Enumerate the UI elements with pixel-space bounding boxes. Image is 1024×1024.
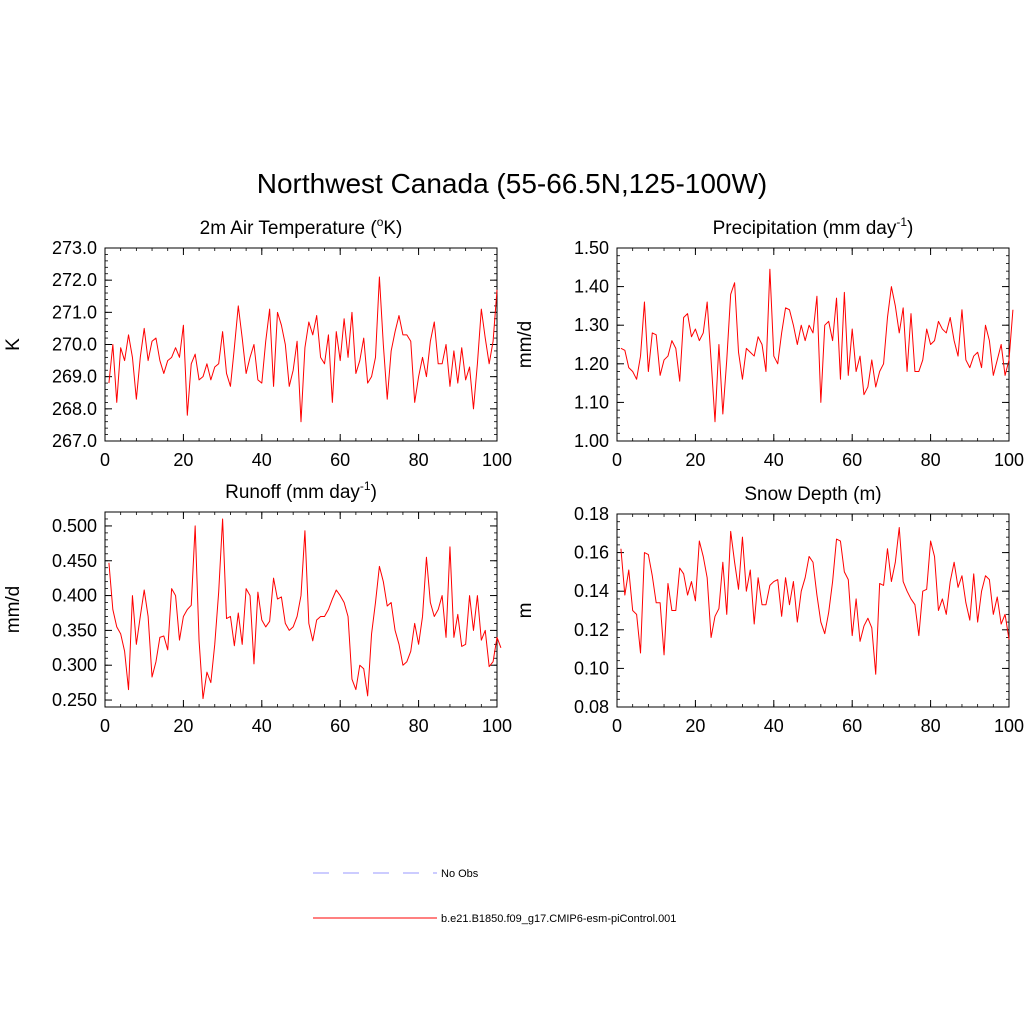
legend-label-no-obs: No Obs: [441, 868, 479, 880]
y-tick-label: 1.40: [574, 277, 609, 297]
y-tick-label: 0.08: [574, 697, 609, 717]
y-tick-label: 270.0: [52, 335, 97, 355]
y-tick-label: 0.250: [52, 690, 97, 710]
x-tick-label: 0: [612, 716, 622, 736]
y-axis-label: K: [3, 338, 24, 351]
x-tick-label: 20: [173, 450, 193, 470]
x-tick-label: 20: [685, 450, 705, 470]
x-tick-label: 100: [482, 450, 512, 470]
y-tick-label: 271.0: [52, 302, 97, 322]
x-tick-label: 60: [842, 716, 862, 736]
x-tick-label: 40: [764, 450, 784, 470]
x-tick-label: 80: [409, 716, 429, 736]
x-tick-label: 0: [100, 450, 110, 470]
series-line-model: [108, 276, 498, 423]
x-tick-label: 0: [612, 450, 622, 470]
x-tick-label: 40: [764, 716, 784, 736]
y-tick-label: 0.300: [52, 655, 97, 675]
x-tick-label: 40: [252, 716, 272, 736]
y-tick-label: 1.00: [574, 431, 609, 451]
y-tick-label: 1.10: [574, 392, 609, 412]
panel-2: 0 20 40 60 80 100 1.00 1.10 1.20 1.30 1.40 1.50 Prec…: [515, 215, 1024, 470]
plot-frame: [616, 247, 1010, 442]
x-tick-label: 60: [330, 716, 350, 736]
y-tick-label: 0.18: [574, 504, 609, 524]
series-line-model: [620, 527, 1010, 675]
x-tick-label: 20: [173, 716, 193, 736]
x-tick-label: 100: [482, 716, 512, 736]
y-tick-label: 0.400: [52, 586, 97, 606]
y-tick-label: 0.14: [574, 581, 609, 601]
y-tick-label: 273.0: [52, 238, 97, 258]
y-tick-label: 0.500: [52, 516, 97, 536]
legend-label-model: b.e21.B1850.f09_g17.CMIP6-esm-piControl.…: [441, 913, 676, 925]
series-line-model: [108, 518, 502, 700]
y-tick-label: 1.30: [574, 315, 609, 335]
x-tick-label: 80: [409, 450, 429, 470]
panels-container: 0 20 40 60 80 100 267.0 268.0 269.0 270.0 271.0 272…: [3, 215, 1024, 736]
y-tick-label: 0.10: [574, 658, 609, 678]
panel-title: 2m Air Temperature (oK): [200, 215, 403, 239]
y-axis-label: mm/d: [3, 586, 24, 634]
legend: No Obs b.e21.B1850.f09_g17.CMIP6-esm-piC…: [313, 868, 676, 925]
x-tick-label: 40: [252, 450, 272, 470]
y-tick-label: 0.12: [574, 620, 609, 640]
x-tick-label: 80: [921, 450, 941, 470]
x-tick-label: 20: [685, 716, 705, 736]
x-tick-label: 80: [921, 716, 941, 736]
y-tick-label: 0.450: [52, 551, 97, 571]
panel-1: 0 20 40 60 80 100 267.0 268.0 269.0 270.0 271.0 272…: [3, 215, 512, 470]
y-axis-label: m: [515, 603, 536, 619]
x-tick-label: 0: [100, 716, 110, 736]
y-tick-label: 272.0: [52, 270, 97, 290]
y-axis-label: mm/d: [515, 321, 536, 369]
panel-title: Snow Depth (m): [744, 484, 881, 505]
y-tick-label: 267.0: [52, 431, 97, 451]
panel-4: 0 20 40 60 80 100 0.08 0.10 0.12 0.14 0.16 0.18 Snow…: [515, 484, 1024, 736]
panel-3: 0 20 40 60 80 100 0.250 0.300 0.350 0.400 0.450 0.5…: [3, 479, 512, 736]
x-tick-label: 100: [994, 450, 1024, 470]
y-tick-label: 269.0: [52, 367, 97, 387]
plot-frame: [616, 513, 1010, 708]
y-tick-label: 1.20: [574, 354, 609, 374]
series-line-model: [620, 268, 1014, 423]
y-tick-label: 0.350: [52, 620, 97, 640]
panel-title: Precipitation (mm day-1): [713, 215, 914, 239]
main-title: Northwest Canada (55-66.5N,125-100W): [257, 168, 767, 199]
x-tick-label: 100: [994, 716, 1024, 736]
y-tick-label: 1.50: [574, 238, 609, 258]
panel-title: Runoff (mm day-1): [225, 479, 377, 503]
x-tick-label: 60: [330, 450, 350, 470]
x-tick-label: 60: [842, 450, 862, 470]
y-tick-label: 0.16: [574, 543, 609, 563]
y-tick-label: 268.0: [52, 399, 97, 419]
